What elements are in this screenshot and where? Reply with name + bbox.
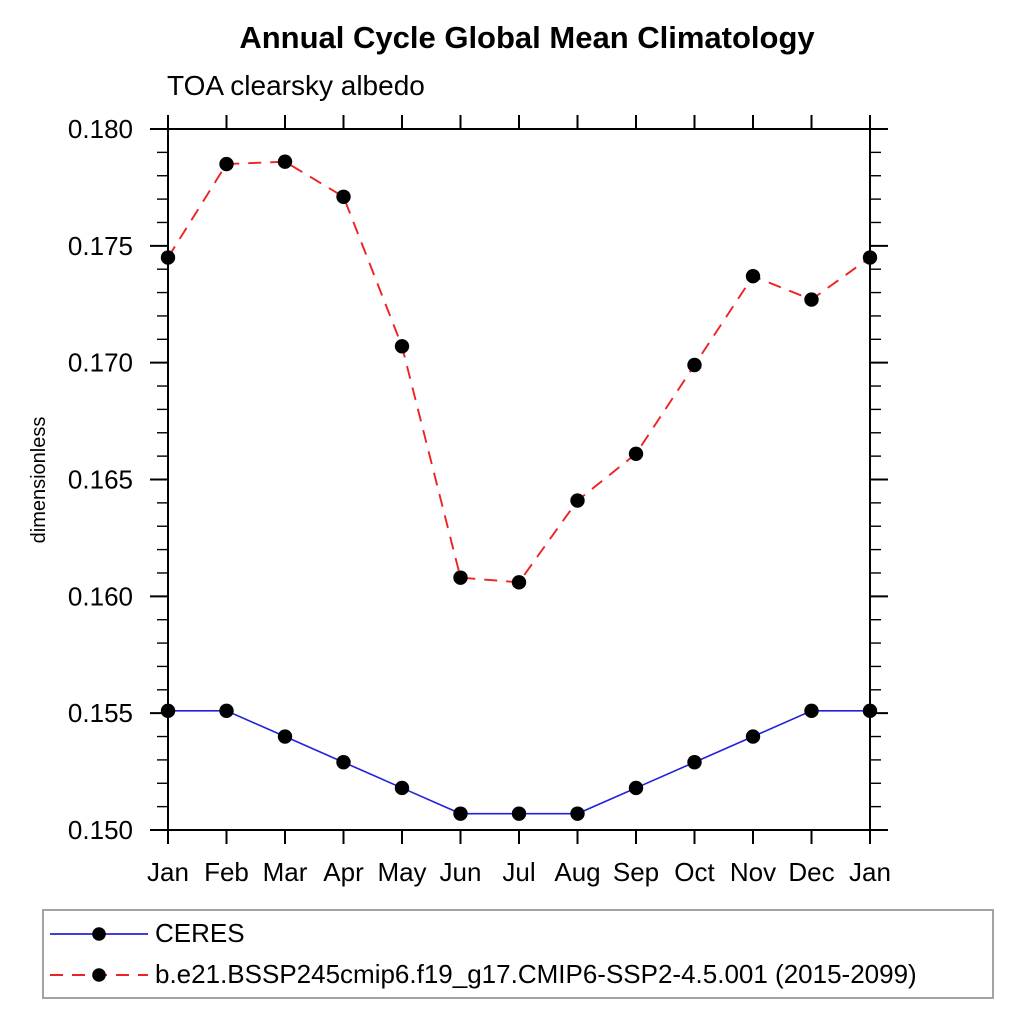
data-point-marker [511,806,527,821]
data-point-marker [570,493,585,508]
data-point-marker [804,292,819,307]
legend: CERES b.e21.BSSP245cmip6.f19_g17.CMIP6-S… [42,909,994,999]
x-tick-label: Feb [204,857,249,887]
y-tick-label: 0.175 [68,231,133,261]
data-point-marker [453,806,468,821]
y-tick-label: 0.165 [68,465,133,495]
x-tick-label: Aug [554,857,600,887]
data-point-marker [687,755,702,770]
data-point-marker [394,780,410,796]
data-point-marker [277,154,293,169]
legend-line-sample-ceres [50,926,148,941]
x-tick-label: Apr [323,857,364,887]
x-tick-label: Jun [440,857,482,887]
data-point-marker [453,570,468,585]
legend-marker-ceres [92,926,106,941]
legend-marker-model [92,967,106,982]
data-point-marker [745,269,761,284]
series-line-ceres [168,710,870,815]
y-tick-label: 0.180 [68,114,133,144]
data-point-marker [804,703,819,719]
data-point-marker [160,703,176,719]
legend-item-model: b.e21.BSSP245cmip6.f19_g17.CMIP6-SSP2-4.… [50,954,992,995]
data-point-marker [219,703,234,719]
plot-area: 0.150 0.155 0.160 0.165 0.170 0.175 0.180 Jan Fe… [68,114,891,887]
x-tick-label: Mar [263,857,308,887]
chart-title: Annual Cycle Global Mean Climatology [239,20,815,55]
chart-subtitle: TOA clearsky albedo [167,70,425,101]
data-point-marker [628,446,644,461]
data-point-marker [628,780,644,796]
legend-label-model: b.e21.BSSP245cmip6.f19_g17.CMIP6-SSP2-4.… [155,959,917,989]
data-point-marker [219,156,234,172]
x-tick-label: Dec [788,857,834,887]
x-tick-label: Jan [849,857,891,887]
data-point-marker [862,703,878,719]
data-point-marker [394,339,410,354]
x-tick-label: May [377,857,426,887]
y-tick-label: 0.170 [68,348,133,378]
data-point-marker [277,729,293,744]
data-point-marker [160,250,176,265]
data-point-marker [862,250,878,265]
data-point-marker [336,189,351,204]
data-point-marker [570,806,585,821]
x-tick-label: Sep [613,857,659,887]
x-tick-label: Nov [730,857,776,887]
legend-line-sample-model [50,967,148,982]
y-tick-label: 0.150 [68,815,133,845]
y-tick-label: 0.160 [68,581,133,611]
y-tick-label: 0.155 [68,698,133,728]
legend-label-ceres: CERES [155,918,245,948]
data-point-marker [687,357,702,373]
x-tick-label: Oct [674,857,715,887]
data-point-marker [745,729,761,744]
plot-frame [167,128,871,831]
series-line-model [167,160,871,584]
x-tick-label: Jul [502,857,535,887]
data-point-marker [336,755,351,770]
data-point-marker [511,575,527,590]
legend-item-ceres: CERES [50,913,992,954]
x-tick-label: Jan [147,857,189,887]
